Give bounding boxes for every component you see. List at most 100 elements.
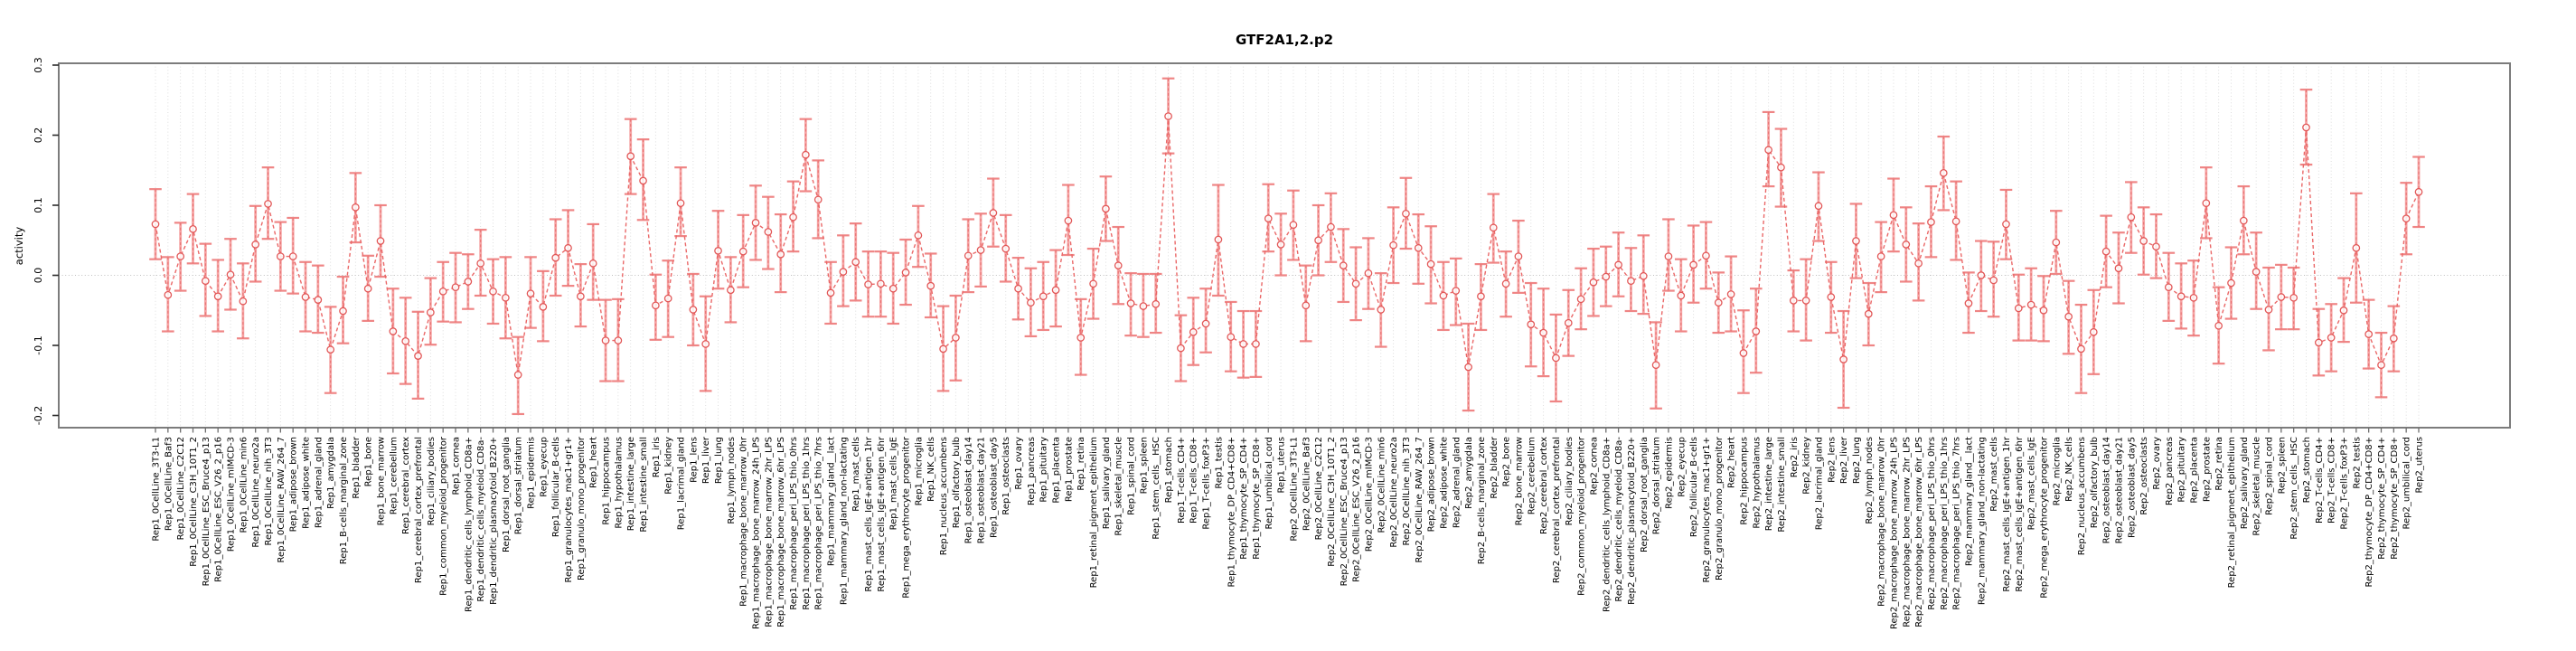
svg-text:0.3: 0.3 <box>33 57 44 73</box>
axis-ticks-and-labels: -0.2 -0.1 0.0 0.1 0.2 0.3 Rep1_0CellLine_3T3-L… <box>33 57 2425 629</box>
svg-text:Rep2_bone_marrow: Rep2_bone_marrow <box>1514 437 1524 525</box>
svg-text:Rep2_bladder: Rep2_bladder <box>1490 436 1500 498</box>
svg-text:Rep1_mast_cells_IgE: Rep1_mast_cells_IgE <box>889 437 899 530</box>
svg-text:Rep2_osteoclasts: Rep2_osteoclasts <box>2139 437 2149 515</box>
svg-text:Rep1_T-cells_CD8+: Rep1_T-cells_CD8+ <box>1189 437 1199 524</box>
svg-text:Rep1_0CellLine_neuro2a: Rep1_0CellLine_neuro2a <box>251 437 261 548</box>
svg-text:Rep1_macrophage_peri_LPS_thio_: Rep1_macrophage_peri_LPS_thio_7hrs <box>814 437 824 610</box>
svg-text:Rep2_microglia: Rep2_microglia <box>2052 437 2062 505</box>
svg-text:Rep2_0CellLine_Baf3: Rep2_0CellLine_Baf3 <box>1302 437 1312 531</box>
svg-text:0.1: 0.1 <box>33 197 44 213</box>
svg-text:Rep1_osteoclasts: Rep1_osteoclasts <box>1001 437 1011 515</box>
svg-text:Rep2_stomach: Rep2_stomach <box>2302 437 2312 503</box>
svg-text:Rep2_lens: Rep2_lens <box>1827 437 1837 483</box>
svg-text:Rep1_bone_marrow: Rep1_bone_marrow <box>377 437 387 525</box>
svg-text:Rep1_0CellLine_mIMCD-3: Rep1_0CellLine_mIMCD-3 <box>227 437 237 552</box>
svg-text:Rep2_amygdala: Rep2_amygdala <box>1464 437 1474 509</box>
svg-text:Rep1_retinal_pigment_epitheliu: Rep1_retinal_pigment_epithelium <box>1089 437 1099 588</box>
svg-text:Rep1_follicular_B-cells: Rep1_follicular_B-cells <box>551 437 561 537</box>
svg-text:Rep2_ciliary_bodies: Rep2_ciliary_bodies <box>1565 437 1575 525</box>
svg-text:Rep1_lung: Rep1_lung <box>714 437 724 484</box>
svg-text:Rep2_spleen: Rep2_spleen <box>2277 437 2287 494</box>
svg-text:Rep1_cerebral_cortex_prefronta: Rep1_cerebral_cortex_prefrontal <box>414 437 424 583</box>
svg-text:Rep1_dendritic_plasmacytoid_B2: Rep1_dendritic_plasmacytoid_B220+ <box>489 437 499 605</box>
svg-text:Rep2_cerebral_cortex: Rep2_cerebral_cortex <box>1539 437 1549 534</box>
svg-text:Rep2_0CellLine_RAW_264_7: Rep2_0CellLine_RAW_264_7 <box>1415 437 1424 562</box>
svg-text:Rep2_ovary: Rep2_ovary <box>2152 437 2162 490</box>
svg-text:Rep2_osteoblast_day21: Rep2_osteoblast_day21 <box>2114 437 2124 543</box>
svg-text:Rep1_prostate: Rep1_prostate <box>1064 437 1074 502</box>
svg-text:Rep1_macrophage_peri_LPS_thio_: Rep1_macrophage_peri_LPS_thio_1hrs <box>802 437 812 610</box>
svg-text:Rep1_placenta: Rep1_placenta <box>1052 437 1062 504</box>
svg-text:Rep2_iris: Rep2_iris <box>1790 437 1800 477</box>
svg-text:Rep2_thymocyte_DP_CD4+CD8+: Rep2_thymocyte_DP_CD4+CD8+ <box>2364 437 2374 587</box>
svg-text:-0.2: -0.2 <box>33 406 44 425</box>
svg-text:Rep1_macrophage_peri_LPS_thio_: Rep1_macrophage_peri_LPS_thio_0hrs <box>789 437 799 610</box>
svg-text:Rep1_mast_cells_IgE+antigen_6h: Rep1_mast_cells_IgE+antigen_6hr <box>877 436 887 591</box>
svg-text:Rep2_follicular_B-cells: Rep2_follicular_B-cells <box>1689 437 1699 537</box>
svg-text:Rep1_0CellLine_3T3-L1: Rep1_0CellLine_3T3-L1 <box>152 437 162 542</box>
svg-text:Rep1_iris: Rep1_iris <box>652 437 662 477</box>
svg-text:Rep1_0CellLine_nih_3T3: Rep1_0CellLine_nih_3T3 <box>264 437 274 546</box>
svg-text:Rep2_granulocytes_mac1+gr1+: Rep2_granulocytes_mac1+gr1+ <box>1702 437 1712 583</box>
data-line <box>155 116 2420 375</box>
svg-text:Rep1_epidermis: Rep1_epidermis <box>527 437 537 509</box>
data-points <box>151 112 2423 379</box>
svg-text:Rep2_heart: Rep2_heart <box>1727 437 1737 488</box>
svg-text:Rep2_spinal_cord: Rep2_spinal_cord <box>2264 437 2274 515</box>
svg-text:Rep1_granulo_mono_progenitor: Rep1_granulo_mono_progenitor <box>577 436 587 580</box>
svg-text:Rep1_dendritic_cells_lymphoid_: Rep1_dendritic_cells_lymphoid_CD8a+ <box>464 437 474 612</box>
svg-text:Rep2_T-cells_foxP3+: Rep2_T-cells_foxP3+ <box>2339 437 2349 530</box>
svg-text:Rep1_thymocyte_DP_CD4+CD8+: Rep1_thymocyte_DP_CD4+CD8+ <box>1227 437 1236 587</box>
svg-text:0.2: 0.2 <box>33 127 44 144</box>
svg-text:Rep2_macrophage_bone_marrow_2h: Rep2_macrophage_bone_marrow_2hr_LPS <box>1902 437 1912 627</box>
svg-text:Rep2_uterus: Rep2_uterus <box>2415 437 2425 493</box>
svg-text:Rep2_0CellLine_min6: Rep2_0CellLine_min6 <box>1377 437 1387 533</box>
svg-text:Rep1_adipose_white: Rep1_adipose_white <box>302 437 312 529</box>
svg-text:Rep1_osteoblast_day21: Rep1_osteoblast_day21 <box>977 437 987 543</box>
svg-text:Rep2_dorsal_striatum: Rep2_dorsal_striatum <box>1652 437 1662 534</box>
svg-text:Rep2_mast_cells_IgE+antigen_1h: Rep2_mast_cells_IgE+antigen_1hr <box>2002 436 2012 591</box>
svg-text:Rep2_adipose_brown: Rep2_adipose_brown <box>1427 437 1437 532</box>
svg-text:Rep1_salivary_gland: Rep1_salivary_gland <box>1102 437 1112 529</box>
svg-text:Rep1_0CellLine_RAW_264_7: Rep1_0CellLine_RAW_264_7 <box>277 437 287 562</box>
svg-text:Rep2_mast_cells_IgE: Rep2_mast_cells_IgE <box>2027 437 2037 530</box>
svg-text:Rep1_umbilical_cord: Rep1_umbilical_cord <box>1264 437 1274 529</box>
svg-text:Rep1_amygdala: Rep1_amygdala <box>326 437 336 509</box>
svg-text:Rep1_ovary: Rep1_ovary <box>1014 437 1024 490</box>
svg-text:Rep1_granulocytes_mac1+gr1+: Rep1_granulocytes_mac1+gr1+ <box>564 437 574 583</box>
svg-text:Rep1_0CellLine_min6: Rep1_0CellLine_min6 <box>239 437 249 533</box>
svg-text:Rep2_granulo_mono_progenitor: Rep2_granulo_mono_progenitor <box>1715 436 1725 580</box>
svg-text:Rep1_NK_cells: Rep1_NK_cells <box>926 437 936 502</box>
svg-text:Rep1_mast_cells: Rep1_mast_cells <box>851 437 861 512</box>
svg-text:Rep2_retina: Rep2_retina <box>2214 437 2224 491</box>
svg-text:Rep1_thymocyte_SP_CD4+: Rep1_thymocyte_SP_CD4+ <box>1239 437 1249 560</box>
svg-text:Rep1_mammary_gland_non-lactati: Rep1_mammary_gland_non-lactating <box>839 437 849 605</box>
svg-text:Rep2_adrenal_gland: Rep2_adrenal_gland <box>1452 437 1462 528</box>
svg-text:Rep2_mast_cells: Rep2_mast_cells <box>1989 437 1999 512</box>
svg-text:Rep2_hypothalamus: Rep2_hypothalamus <box>1752 437 1762 529</box>
svg-text:Rep2_osteoblast_day14: Rep2_osteoblast_day14 <box>2102 437 2112 543</box>
svg-text:Rep1_lens: Rep1_lens <box>689 437 699 483</box>
svg-text:Rep1_osteoblast_day14: Rep1_osteoblast_day14 <box>964 437 974 543</box>
svg-text:Rep2_placenta: Rep2_placenta <box>2189 437 2199 504</box>
svg-text:Rep2_NK_cells: Rep2_NK_cells <box>2064 437 2074 502</box>
svg-text:Rep1_mammary_gland__lact: Rep1_mammary_gland__lact <box>827 437 837 566</box>
svg-text:Rep1_0CellLine_ESC_V26_2_p16: Rep1_0CellLine_ESC_V26_2_p16 <box>214 437 224 582</box>
svg-text:Rep2_lymph_nodes: Rep2_lymph_nodes <box>1865 437 1875 524</box>
svg-text:Rep1_retina: Rep1_retina <box>1076 437 1086 491</box>
svg-text:Rep1_kidney: Rep1_kidney <box>664 437 674 495</box>
svg-text:Rep1_intestine_large: Rep1_intestine_large <box>626 437 636 531</box>
svg-text:Rep2_olfactory_bulb: Rep2_olfactory_bulb <box>2090 437 2100 528</box>
svg-text:Rep2_mega_erythrocyte_progenit: Rep2_mega_erythrocyte_progenitor <box>2039 436 2049 599</box>
svg-text:Rep1_0CellLine_Baf3: Rep1_0CellLine_Baf3 <box>164 437 174 531</box>
svg-text:Rep2_retinal_pigment_epitheliu: Rep2_retinal_pigment_epithelium <box>2227 437 2237 588</box>
svg-text:Rep2_0CellLine_C3H_10T1_2: Rep2_0CellLine_C3H_10T1_2 <box>1327 437 1337 567</box>
svg-text:Rep2_dendritic_cells_lymphoid_: Rep2_dendritic_cells_lymphoid_CD8a+ <box>1602 437 1612 612</box>
svg-text:Rep1_dendritic_cells_myeloid_C: Rep1_dendritic_cells_myeloid_CD8a- <box>476 437 486 602</box>
svg-text:Rep1_0CellLine_C2C12: Rep1_0CellLine_C2C12 <box>176 437 186 540</box>
svg-text:Rep1_bladder: Rep1_bladder <box>352 436 362 498</box>
svg-text:Rep2_0CellLine_C2C12: Rep2_0CellLine_C2C12 <box>1314 437 1324 540</box>
y-axis-label: activity <box>13 227 25 266</box>
svg-text:Rep1_olfactory_bulb: Rep1_olfactory_bulb <box>952 437 962 528</box>
